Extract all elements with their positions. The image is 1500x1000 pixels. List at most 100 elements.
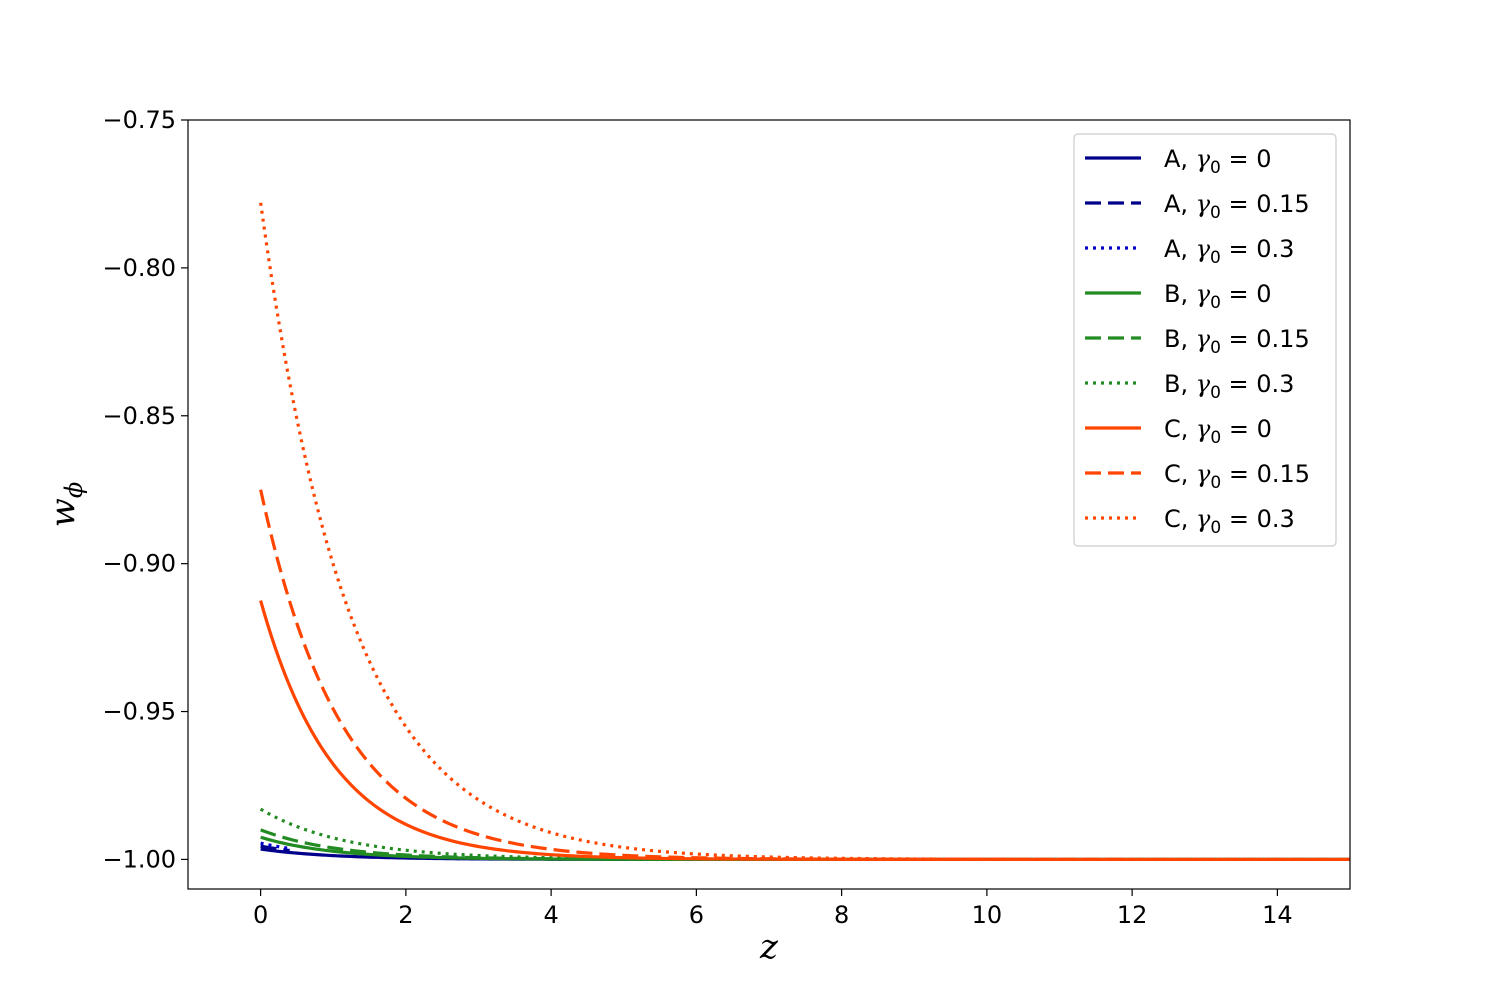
legend-gamma: γ [1196, 190, 1211, 218]
y-tick-label: −0.75 [102, 106, 176, 134]
legend-label: A, γ0 = 0.15 [1164, 190, 1310, 223]
legend-separator: , [1180, 280, 1195, 308]
legend-gamma-value: 0.15 [1257, 460, 1310, 488]
y-axis: −1.00 −0.95 −0.90 −0.85 −0.80 −0.75 [102, 106, 188, 873]
legend-equals: = [1221, 415, 1256, 443]
legend-gamma-subscript: 0 [1210, 203, 1221, 223]
y-tick-label: −0.85 [102, 402, 176, 430]
legend-entry: A, γ0 = 0.15 [1085, 190, 1310, 223]
legend-gamma-value: 0 [1256, 280, 1271, 308]
legend-separator: , [1180, 190, 1195, 218]
x-tick-label: 0 [253, 901, 268, 929]
legend-entry: C, γ0 = 0 [1085, 415, 1272, 448]
legend-equals: = [1221, 325, 1256, 353]
legend-gamma: γ [1196, 370, 1211, 398]
legend-entry: B, γ0 = 0.3 [1085, 370, 1294, 403]
legend-gamma-subscript: 0 [1210, 338, 1221, 358]
legend-entry: A, γ0 = 0 [1085, 145, 1272, 178]
y-tick-label: −1.00 [102, 845, 176, 873]
y-tick-label: −0.95 [102, 698, 176, 726]
legend-model: B [1164, 325, 1180, 353]
x-tick-label: 14 [1262, 901, 1293, 929]
legend-gamma-subscript: 0 [1210, 248, 1221, 268]
legend-gamma: γ [1196, 235, 1211, 263]
legend: A, γ0 = 0A, γ0 = 0.15A, γ0 = 0.3B, γ0 = … [1073, 133, 1337, 547]
y-tick-label: −0.90 [102, 550, 176, 578]
axes-frame [187, 119, 1351, 890]
x-tick-label: 6 [689, 901, 704, 929]
legend-separator: , [1181, 505, 1196, 533]
legend-gamma: γ [1196, 415, 1211, 443]
y-axis-label-text: wϕ [43, 482, 88, 527]
y-axis-label-main: w [43, 498, 83, 527]
series-line-a-dashed [260, 844, 290, 853]
legend-gamma-value: 0.3 [1257, 505, 1295, 533]
x-tick-label: 10 [972, 901, 1003, 929]
legend-gamma-value: 0 [1256, 145, 1271, 173]
legend-gamma-subscript: 0 [1210, 293, 1221, 313]
legend-gamma: γ [1196, 280, 1211, 308]
x-tick-label: 8 [834, 901, 849, 929]
legend-label: B, γ0 = 0.15 [1164, 325, 1310, 358]
legend-gamma-value: 0.3 [1256, 235, 1294, 263]
x-tick-label: 12 [1117, 901, 1148, 929]
legend-gamma-subscript: 0 [1210, 428, 1221, 448]
legend-model: C [1164, 460, 1181, 488]
legend-separator: , [1181, 460, 1196, 488]
legend-entry: B, γ0 = 0 [1085, 280, 1272, 313]
legend-separator: , [1181, 415, 1196, 443]
legend-equals: = [1221, 370, 1256, 398]
legend-label: C, γ0 = 0.15 [1164, 460, 1310, 493]
series-line-c-solid [259, 600, 1350, 862]
legend-separator: , [1180, 235, 1195, 263]
y-tick-label: −0.80 [102, 254, 176, 282]
legend-gamma-value: 0.3 [1256, 370, 1294, 398]
legend-model: A [1164, 235, 1181, 263]
y-axis-label: wϕ [43, 482, 88, 527]
legend-equals: = [1221, 280, 1256, 308]
legend-entry: A, γ0 = 0.3 [1085, 235, 1294, 268]
x-axis: 0 2 4 6 8 10 12 14 [253, 889, 1293, 929]
legend-model: A [1164, 145, 1181, 173]
legend-entry: C, γ0 = 0.3 [1085, 505, 1295, 538]
legend-gamma-value: 0.15 [1256, 190, 1309, 218]
legend-label: A, γ0 = 0 [1164, 145, 1272, 178]
legend-model: C [1164, 505, 1181, 533]
legend-gamma-subscript: 0 [1210, 383, 1221, 403]
x-axis-label: z [759, 927, 779, 967]
legend-box [1073, 133, 1337, 547]
legend-label: C, γ0 = 0.3 [1164, 505, 1295, 538]
x-tick-label: 2 [398, 901, 413, 929]
legend-separator: , [1180, 145, 1195, 173]
legend-equals: = [1221, 145, 1256, 173]
legend-label: B, γ0 = 0 [1164, 280, 1272, 313]
y-axis-label-subscript: ϕ [60, 482, 88, 498]
legend-equals: = [1221, 460, 1256, 488]
plot-area [259, 202, 1350, 862]
legend-label: C, γ0 = 0 [1164, 415, 1272, 448]
legend-entry: B, γ0 = 0.15 [1085, 325, 1310, 358]
legend-separator: , [1180, 370, 1195, 398]
legend-gamma: γ [1196, 460, 1211, 488]
legend-label: A, γ0 = 0.3 [1164, 235, 1294, 268]
legend-separator: , [1180, 325, 1195, 353]
x-tick-label: 4 [543, 901, 558, 929]
legend-gamma-value: 0.15 [1256, 325, 1309, 353]
legend-gamma: γ [1196, 325, 1211, 353]
legend-model: A [1164, 190, 1181, 218]
legend-gamma-subscript: 0 [1210, 158, 1221, 178]
legend-model: C [1164, 415, 1181, 443]
legend-equals: = [1221, 505, 1256, 533]
series-line-a-dotted [260, 841, 290, 851]
legend-gamma-value: 0 [1257, 415, 1272, 443]
legend-gamma: γ [1196, 145, 1211, 173]
legend-equals: = [1221, 235, 1256, 263]
legend-model: B [1164, 370, 1180, 398]
legend-entry: C, γ0 = 0.15 [1085, 460, 1310, 493]
legend-gamma-subscript: 0 [1210, 473, 1221, 493]
legend-label: B, γ0 = 0.3 [1164, 370, 1294, 403]
legend-gamma-subscript: 0 [1210, 518, 1221, 538]
legend-equals: = [1221, 190, 1256, 218]
legend-gamma: γ [1196, 505, 1211, 533]
